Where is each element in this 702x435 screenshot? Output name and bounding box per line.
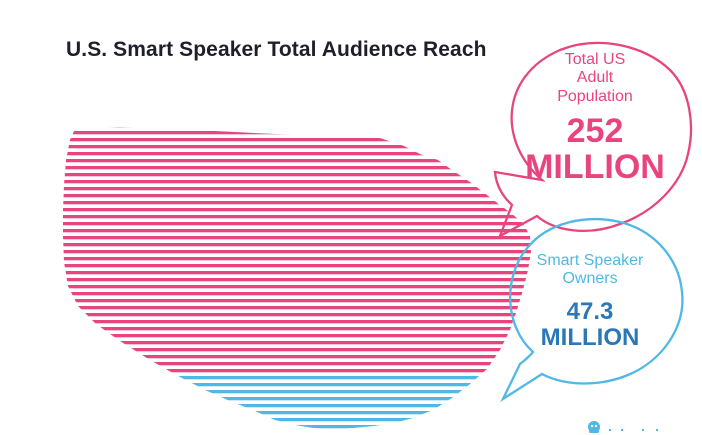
map-stripe-total xyxy=(63,180,531,184)
total-speech-bubble xyxy=(493,41,693,239)
map-stripe-total xyxy=(63,313,531,317)
map-stripe-total xyxy=(63,173,531,177)
map-stripe-total xyxy=(63,208,531,212)
map-stripe-owners xyxy=(63,397,531,401)
map-stripe-total xyxy=(63,215,531,219)
map-stripe-total xyxy=(63,243,531,247)
owners-callout: Smart Speaker Owners 47.3 MILLION xyxy=(520,252,660,351)
map-stripe-total xyxy=(63,257,531,261)
owners-unit: MILLION xyxy=(540,323,640,351)
map-stripe-total xyxy=(63,355,531,359)
map-stripe-total xyxy=(63,362,531,366)
map-stripe-total xyxy=(63,271,531,275)
map-stripe-total xyxy=(63,285,531,289)
owners-label: Smart Speaker Owners xyxy=(536,252,644,288)
map-stripe-total xyxy=(63,187,531,191)
map-stripe-total xyxy=(63,327,531,331)
map-stripe-total xyxy=(63,145,531,149)
map-stripe-owners xyxy=(63,376,531,380)
map-stripe-total xyxy=(63,341,531,345)
map-stripe-owners xyxy=(63,411,531,415)
map-stripes xyxy=(63,127,531,429)
map-stripe-owners xyxy=(63,404,531,408)
map-stripe-total xyxy=(63,236,531,240)
map-stripe-total xyxy=(63,306,531,310)
map-stripe-total xyxy=(63,348,531,352)
map-stripe-total xyxy=(63,299,531,303)
total-label: Total US Adult Population xyxy=(557,51,633,105)
map-stripe-total xyxy=(63,166,531,170)
map-stripe-total xyxy=(63,159,531,163)
owners-value: 47.3 xyxy=(566,297,614,325)
map-stripe-total xyxy=(63,229,531,233)
map-stripe-total xyxy=(63,201,531,205)
map-stripe-total xyxy=(63,152,531,156)
map-stripe-total xyxy=(63,194,531,198)
brand-watermark xyxy=(588,421,658,433)
total-callout: Total US Adult Population 252 MILLION xyxy=(525,51,665,186)
map-stripe-total xyxy=(63,264,531,268)
owners-speech-bubble xyxy=(500,218,684,403)
total-value: 252 xyxy=(566,112,624,151)
map-stripe-total xyxy=(63,334,531,338)
map-stripe-total xyxy=(63,369,531,373)
map-stripe-owners xyxy=(63,383,531,387)
map-stripe-total xyxy=(63,320,531,324)
map-stripe-owners xyxy=(63,418,531,422)
chart-title: U.S. Smart Speaker Total Audience Reach xyxy=(66,38,487,61)
map-stripe-total xyxy=(63,278,531,282)
map-stripe-total xyxy=(63,138,531,142)
map-stripe-total xyxy=(63,250,531,254)
map-stripe-owners xyxy=(63,390,531,394)
map-stripe-total xyxy=(63,292,531,296)
total-unit: MILLION xyxy=(525,147,665,186)
map-stripe-total xyxy=(63,222,531,226)
